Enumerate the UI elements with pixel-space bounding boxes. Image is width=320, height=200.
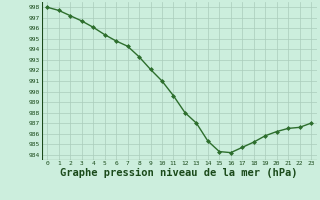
X-axis label: Graphe pression niveau de la mer (hPa): Graphe pression niveau de la mer (hPa): [60, 168, 298, 178]
